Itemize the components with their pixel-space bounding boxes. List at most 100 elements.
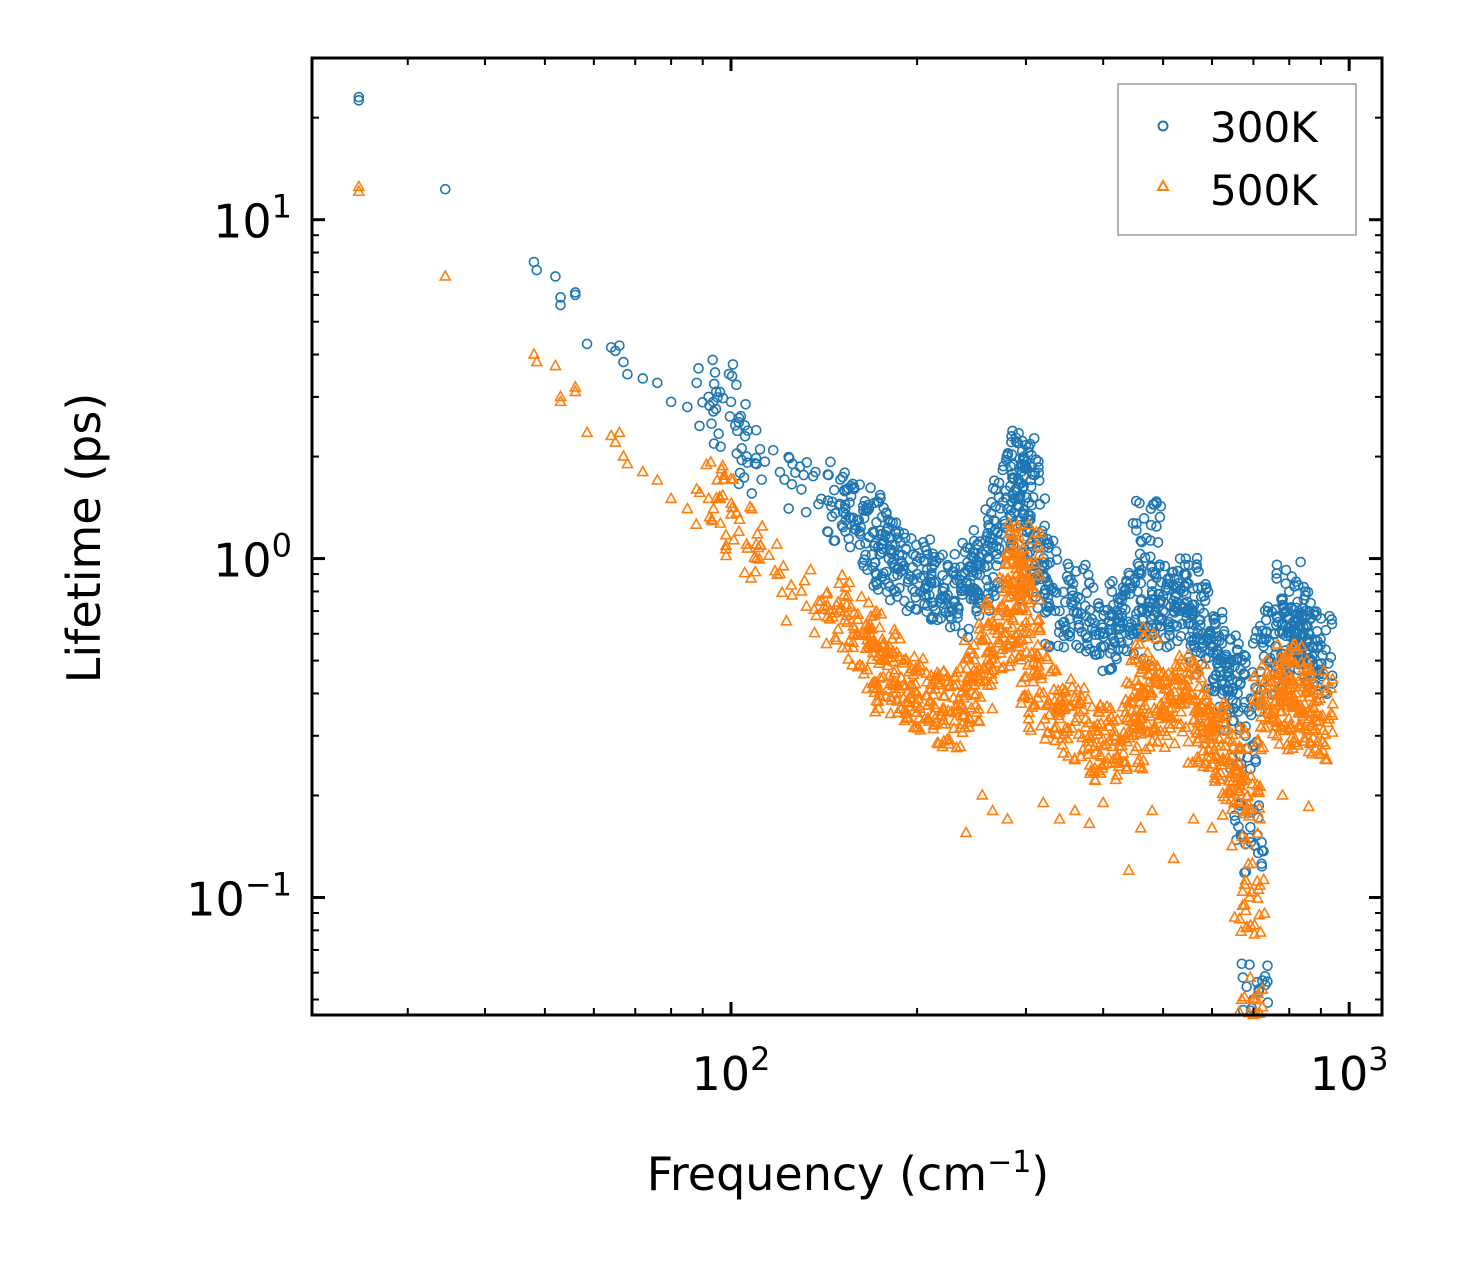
point-300K bbox=[1218, 685, 1230, 696]
point-300K bbox=[1040, 584, 1051, 595]
point-300K bbox=[1168, 605, 1180, 617]
point-500K bbox=[829, 633, 843, 645]
point-300K bbox=[1111, 653, 1122, 665]
point-300K bbox=[1084, 643, 1096, 655]
point-500K bbox=[1183, 660, 1197, 673]
point-300K bbox=[1272, 616, 1284, 628]
point-500K bbox=[1094, 749, 1108, 762]
point-300K bbox=[1146, 589, 1158, 601]
point-300K bbox=[1229, 661, 1240, 672]
point-500K bbox=[855, 589, 868, 602]
point-300K bbox=[1323, 658, 1334, 669]
point-300K bbox=[1290, 576, 1302, 588]
point-500K bbox=[617, 449, 630, 461]
point-500K bbox=[1133, 665, 1147, 677]
point-500K bbox=[1137, 687, 1150, 699]
point-500K bbox=[754, 538, 768, 550]
point-500K bbox=[997, 660, 1010, 672]
point-300K bbox=[1285, 631, 1297, 643]
point-500K bbox=[941, 674, 954, 687]
point-500K bbox=[795, 584, 808, 596]
point-300K bbox=[840, 515, 852, 526]
point-300K bbox=[1033, 467, 1045, 479]
point-500K bbox=[1002, 516, 1016, 528]
point-300K bbox=[1081, 611, 1092, 622]
point-500K bbox=[762, 548, 776, 561]
point-500K bbox=[1127, 648, 1141, 660]
point-500K bbox=[1003, 526, 1016, 538]
point-300K bbox=[844, 541, 856, 553]
point-300K bbox=[735, 410, 747, 422]
point-300K bbox=[1036, 525, 1048, 537]
point-500K bbox=[750, 551, 763, 563]
axis-ticks: 102 103 10−1 100 101 bbox=[186, 57, 1389, 1101]
point-300K bbox=[1066, 584, 1078, 596]
point-500K bbox=[1324, 681, 1338, 693]
point-500K bbox=[1324, 706, 1338, 718]
point-500K bbox=[905, 661, 919, 674]
point-500K bbox=[1326, 697, 1340, 709]
point-300K bbox=[1122, 635, 1134, 647]
point-500K bbox=[898, 702, 912, 715]
point-500K bbox=[840, 597, 853, 610]
point-500K bbox=[974, 633, 988, 646]
point-500K bbox=[1248, 669, 1261, 682]
point-500K bbox=[1221, 750, 1234, 763]
point-500K bbox=[1040, 726, 1054, 738]
point-300K bbox=[800, 506, 812, 518]
point-500K bbox=[997, 584, 1010, 597]
point-300K bbox=[1073, 619, 1085, 631]
point-500K bbox=[851, 607, 865, 620]
point-500K bbox=[831, 622, 845, 634]
point-300K bbox=[927, 597, 939, 608]
point-300K bbox=[861, 564, 873, 576]
point-300K bbox=[944, 621, 956, 633]
point-300K bbox=[1015, 461, 1026, 472]
point-500K bbox=[1100, 699, 1114, 712]
point-500K bbox=[1242, 857, 1255, 869]
point-500K bbox=[1236, 795, 1250, 808]
point-500K bbox=[1216, 808, 1230, 820]
point-300K bbox=[968, 564, 979, 576]
point-500K bbox=[875, 632, 889, 645]
point-500K bbox=[974, 690, 987, 702]
point-300K bbox=[1094, 648, 1105, 660]
point-300K bbox=[1164, 573, 1176, 584]
point-500K bbox=[1215, 701, 1229, 714]
point-500K bbox=[992, 633, 1006, 645]
point-500K bbox=[681, 501, 694, 514]
point-500K bbox=[1162, 717, 1176, 729]
point-500K bbox=[1014, 648, 1028, 660]
point-500K bbox=[1213, 772, 1227, 785]
point-500K bbox=[1085, 699, 1099, 712]
point-300K bbox=[1230, 654, 1242, 665]
point-300K bbox=[869, 538, 881, 549]
point-500K bbox=[911, 721, 925, 733]
point-300K bbox=[1271, 559, 1283, 571]
point-500K bbox=[1233, 784, 1247, 796]
point-300K bbox=[1244, 959, 1255, 970]
point-500K bbox=[1133, 760, 1147, 773]
point-500K bbox=[1279, 654, 1292, 667]
point-300K bbox=[691, 377, 702, 389]
point-300K bbox=[845, 480, 857, 492]
legend-label-300K: 300K bbox=[1210, 103, 1319, 152]
point-300K bbox=[1280, 564, 1292, 576]
point-500K bbox=[820, 587, 833, 599]
point-300K bbox=[746, 488, 758, 499]
point-300K bbox=[1098, 605, 1110, 616]
point-500K bbox=[1136, 662, 1150, 674]
point-500K bbox=[664, 491, 678, 504]
point-500K bbox=[1246, 698, 1260, 711]
point-300K bbox=[1033, 475, 1045, 486]
point-500K bbox=[1006, 611, 1019, 623]
point-300K bbox=[1233, 638, 1244, 650]
point-500K bbox=[1070, 711, 1084, 723]
point-500K bbox=[1304, 668, 1318, 680]
point-300K bbox=[1104, 578, 1116, 590]
point-300K bbox=[1256, 845, 1268, 856]
point-300K bbox=[1257, 637, 1269, 648]
point-500K bbox=[982, 616, 995, 628]
point-500K bbox=[821, 598, 834, 610]
point-500K bbox=[716, 488, 730, 500]
